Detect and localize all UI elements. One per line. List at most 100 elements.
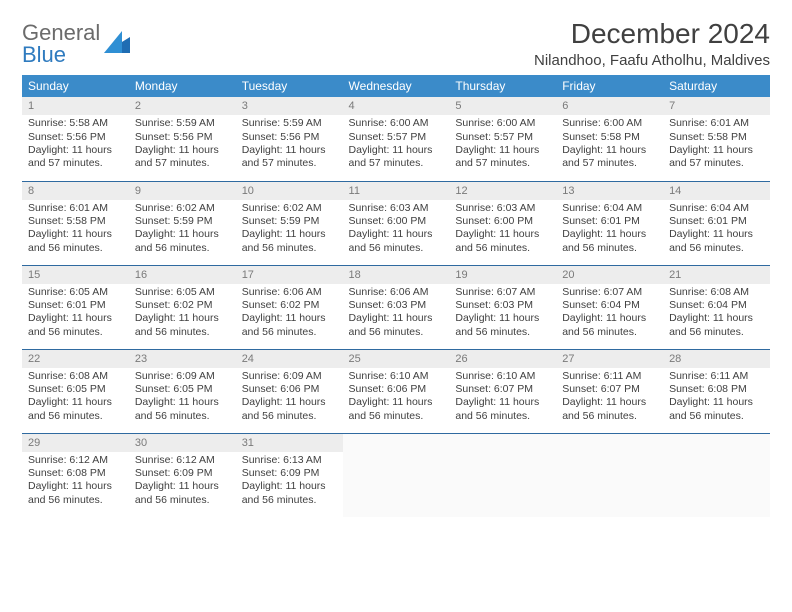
sunset-line: Sunset: 6:07 PM	[562, 383, 657, 396]
sunset-line: Sunset: 5:56 PM	[242, 131, 337, 144]
day-header-row: SundayMondayTuesdayWednesdayThursdayFrid…	[22, 75, 770, 97]
sunrise-line: Sunrise: 6:11 AM	[669, 370, 764, 383]
cell-body: Sunrise: 6:05 AMSunset: 6:02 PMDaylight:…	[129, 284, 236, 344]
daylight-line: Daylight: 11 hours and 56 minutes.	[562, 312, 657, 339]
calendar-cell	[449, 433, 556, 517]
sunrise-line: Sunrise: 6:08 AM	[669, 286, 764, 299]
calendar-cell: 26Sunrise: 6:10 AMSunset: 6:07 PMDayligh…	[449, 349, 556, 433]
day-number: 17	[236, 266, 343, 284]
calendar-cell: 18 Sunrise: 6:06 AMSunset: 6:03 PMDayligh…	[343, 265, 450, 349]
sunrise-line: Sunrise: 6:06 AM	[349, 286, 444, 299]
sunrise-line: Sunrise: 6:02 AM	[135, 202, 230, 215]
sunrise-line: Sunrise: 6:10 AM	[349, 370, 444, 383]
daylight-line: Daylight: 11 hours and 57 minutes.	[669, 144, 764, 171]
day-number: 23	[129, 350, 236, 368]
cell-body: Sunrise: 6:04 AMSunset: 6:01 PMDaylight:…	[663, 200, 770, 260]
cell-body: Sunrise: 6:01 AMSunset: 5:58 PMDaylight:…	[22, 200, 129, 260]
calendar-cell: 15Sunrise: 6:05 AMSunset: 6:01 PMDayligh…	[22, 265, 129, 349]
daylight-line: Daylight: 11 hours and 56 minutes.	[669, 312, 764, 339]
sunrise-line: Sunrise: 6:07 AM	[562, 286, 657, 299]
sunset-line: Sunset: 6:08 PM	[669, 383, 764, 396]
logo-word-2: Blue	[22, 42, 66, 67]
calendar-cell: 31Sunrise: 6:13 AMSunset: 6:09 PMDayligh…	[236, 433, 343, 517]
cell-body: Sunrise: 6:11 AMSunset: 6:08 PMDaylight:…	[663, 368, 770, 428]
daylight-line: Daylight: 11 hours and 57 minutes.	[562, 144, 657, 171]
sunset-line: Sunset: 6:05 PM	[28, 383, 123, 396]
daylight-line: Daylight: 11 hours and 56 minutes.	[28, 396, 123, 423]
sunrise-line: Sunrise: 6:05 AM	[28, 286, 123, 299]
sunrise-line: Sunrise: 6:01 AM	[669, 117, 764, 130]
calendar-cell: 8Sunrise: 6:01 AMSunset: 5:58 PMDaylight…	[22, 181, 129, 265]
daylight-line: Daylight: 11 hours and 56 minutes.	[455, 228, 550, 255]
cell-body: Sunrise: 6:02 AMSunset: 5:59 PMDaylight:…	[129, 200, 236, 260]
cell-body: Sunrise: 6:11 AMSunset: 6:07 PMDaylight:…	[556, 368, 663, 428]
day-number: 21	[663, 266, 770, 284]
sunrise-line: Sunrise: 6:00 AM	[455, 117, 550, 130]
day-number: 15	[22, 266, 129, 284]
sunrise-line: Sunrise: 6:07 AM	[455, 286, 550, 299]
daylight-line: Daylight: 11 hours and 57 minutes.	[135, 144, 230, 171]
sunrise-line: Sunrise: 6:01 AM	[28, 202, 123, 215]
sunrise-line: Sunrise: 6:00 AM	[349, 117, 444, 130]
daylight-line: Daylight: 11 hours and 56 minutes.	[28, 480, 123, 507]
sunrise-line: Sunrise: 6:10 AM	[455, 370, 550, 383]
sunset-line: Sunset: 5:57 PM	[455, 131, 550, 144]
calendar-cell	[663, 433, 770, 517]
sunset-line: Sunset: 6:02 PM	[242, 299, 337, 312]
calendar-cell: 24Sunrise: 6:09 AMSunset: 6:06 PMDayligh…	[236, 349, 343, 433]
calendar-row: 22Sunrise: 6:08 AMSunset: 6:05 PMDayligh…	[22, 349, 770, 433]
cell-body: Sunrise: 6:00 AMSunset: 5:58 PMDaylight:…	[556, 115, 663, 175]
calendar-cell: 27Sunrise: 6:11 AMSunset: 6:07 PMDayligh…	[556, 349, 663, 433]
cell-body: Sunrise: 5:58 AMSunset: 5:56 PMDaylight:…	[22, 115, 129, 175]
daylight-line: Daylight: 11 hours and 56 minutes.	[242, 312, 337, 339]
calendar-cell: 7Sunrise: 6:01 AMSunset: 5:58 PMDaylight…	[663, 97, 770, 181]
day-number: 18	[343, 266, 450, 284]
sunrise-line: Sunrise: 6:06 AM	[242, 286, 337, 299]
sunset-line: Sunset: 5:58 PM	[669, 131, 764, 144]
sunset-line: Sunset: 6:04 PM	[669, 299, 764, 312]
sunset-line: Sunset: 6:09 PM	[135, 467, 230, 480]
logo-shape-icon	[104, 31, 130, 53]
location-subtitle: Nilandhoo, Faafu Atholhu, Maldives	[534, 52, 770, 69]
sunrise-line: Sunrise: 6:08 AM	[28, 370, 123, 383]
daylight-line: Daylight: 11 hours and 56 minutes.	[242, 480, 337, 507]
daylight-line: Daylight: 11 hours and 56 minutes.	[28, 228, 123, 255]
cell-body: Sunrise: 6:12 AMSunset: 6:09 PMDaylight:…	[129, 452, 236, 512]
daylight-line: Daylight: 11 hours and 57 minutes.	[455, 144, 550, 171]
cell-body: Sunrise: 6:05 AMSunset: 6:01 PMDaylight:…	[22, 284, 129, 344]
sunrise-line: Sunrise: 6:00 AM	[562, 117, 657, 130]
cell-body: Sunrise: 6:10 AMSunset: 6:06 PMDaylight:…	[343, 368, 450, 428]
page-title: December 2024	[534, 18, 770, 50]
daylight-line: Daylight: 11 hours and 56 minutes.	[562, 396, 657, 423]
daylight-line: Daylight: 11 hours and 56 minutes.	[349, 312, 444, 339]
sunrise-line: Sunrise: 6:03 AM	[455, 202, 550, 215]
day-number: 22	[22, 350, 129, 368]
daylight-line: Daylight: 11 hours and 56 minutes.	[669, 228, 764, 255]
sunset-line: Sunset: 6:06 PM	[349, 383, 444, 396]
sunset-line: Sunset: 6:03 PM	[455, 299, 550, 312]
sunrise-line: Sunrise: 6:11 AM	[562, 370, 657, 383]
calendar-cell: 17 Sunrise: 6:06 AMSunset: 6:02 PMDayligh…	[236, 265, 343, 349]
cell-body: Sunrise: 6:03 AMSunset: 6:00 PMDaylight:…	[449, 200, 556, 260]
sunrise-line: Sunrise: 6:12 AM	[28, 454, 123, 467]
sunset-line: Sunset: 5:56 PM	[28, 131, 123, 144]
day-number: 7	[663, 97, 770, 115]
cell-body: Sunrise: 6:00 AMSunset: 5:57 PMDaylight:…	[449, 115, 556, 175]
sunrise-line: Sunrise: 6:02 AM	[242, 202, 337, 215]
day-number: 29	[22, 434, 129, 452]
calendar-cell	[556, 433, 663, 517]
day-number: 30	[129, 434, 236, 452]
day-number: 16	[129, 266, 236, 284]
calendar-cell	[343, 433, 450, 517]
day-number: 13	[556, 182, 663, 200]
sunrise-line: Sunrise: 6:09 AM	[242, 370, 337, 383]
day-header: Monday	[129, 75, 236, 97]
sunrise-line: Sunrise: 6:09 AM	[135, 370, 230, 383]
cell-body: Sunrise: 6:01 AMSunset: 5:58 PMDaylight:…	[663, 115, 770, 175]
sunrise-line: Sunrise: 6:13 AM	[242, 454, 337, 467]
cell-body: Sunrise: 6:02 AMSunset: 5:59 PMDaylight:…	[236, 200, 343, 260]
cell-body: Sunrise: 5:59 AMSunset: 5:56 PMDaylight:…	[236, 115, 343, 175]
calendar-cell: 9Sunrise: 6:02 AMSunset: 5:59 PMDaylight…	[129, 181, 236, 265]
sunset-line: Sunset: 6:03 PM	[349, 299, 444, 312]
sunset-line: Sunset: 5:58 PM	[562, 131, 657, 144]
